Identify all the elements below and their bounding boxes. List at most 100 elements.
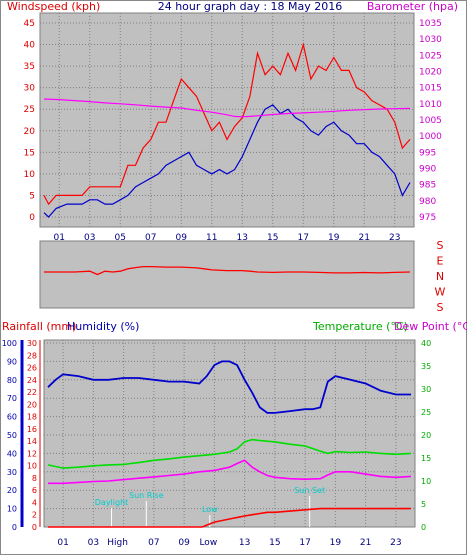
humidity-tick-label: 100 [2, 339, 17, 348]
humidity-tick-label: 30 [7, 468, 17, 477]
rainfall-tick-label: 10 [27, 462, 37, 471]
direction-tick-label: S [437, 301, 444, 314]
rainfall-tick-label: 0 [32, 523, 37, 532]
humidity-tick-label: 80 [7, 376, 17, 385]
humidity-axis-title: Humidity (%) [67, 320, 139, 333]
humidity-tick-label: 60 [7, 413, 17, 422]
wind-x-tick-label: 13 [237, 233, 248, 243]
annotation-label: Sun Rise [129, 491, 164, 500]
rain-x-tick-label: 03 [88, 538, 99, 548]
windspeed-tick-label: 5 [29, 191, 35, 201]
windspeed-tick-label: 35 [24, 62, 35, 72]
rain-x-overlay-label: Low [199, 538, 217, 548]
rainfall-tick-label: 8 [32, 474, 37, 483]
barometer-tick-label: 1030 [419, 35, 442, 45]
rain-x-tick-label: 09 [178, 538, 190, 548]
wind-x-tick-label: 03 [84, 233, 95, 243]
temperature-tick-label: 40 [421, 339, 431, 348]
wind-series-line [43, 98, 411, 118]
rain-x-tick-label: 19 [330, 538, 342, 548]
humidity-tick-label: 90 [7, 357, 17, 366]
rainfall-tick-label: 26 [27, 364, 37, 373]
direction-tick-label: E [437, 255, 444, 268]
barometer-tick-label: 1010 [419, 100, 442, 110]
barometer-tick-label: 1015 [419, 84, 442, 94]
annotation-label: Sun Set [294, 486, 325, 495]
direction-tick-label: S [437, 239, 444, 252]
wind-x-tick-label: 07 [145, 233, 156, 243]
rainfall-tick-label: 2 [32, 511, 37, 520]
rain-x-tick-label: 15 [269, 538, 280, 548]
rainfall-tick-label: 14 [27, 437, 37, 446]
windspeed-tick-label: 0 [29, 213, 35, 223]
humidity-tick-label: 10 [7, 505, 17, 514]
barometer-tick-label: 1035 [419, 19, 442, 29]
rain-x-tick-label: 23 [390, 538, 401, 548]
rainfall-tick-label: 22 [27, 388, 37, 397]
wind-x-tick-label: 23 [389, 233, 400, 243]
dewpoint-axis-title: Dew Point (°C) [394, 320, 467, 333]
windspeed-axis-title: Windspeed (kph) [7, 0, 100, 13]
windspeed-tick-label: 15 [24, 148, 35, 158]
barometer-tick-label: 990 [419, 165, 436, 175]
wind-x-tick-label: 21 [359, 233, 370, 243]
direction-tick-label: N [436, 270, 444, 283]
rainfall-tick-label: 4 [32, 498, 37, 507]
windspeed-tick-label: 20 [24, 127, 36, 137]
humidity-tick-label: 40 [7, 449, 17, 458]
rain-series-line [48, 459, 412, 485]
windspeed-tick-label: 40 [24, 41, 36, 51]
temperature-tick-label: 15 [421, 454, 431, 463]
wind-x-tick-label: 05 [115, 233, 126, 243]
annotation-label: Low [202, 505, 218, 514]
temperature-tick-label: 20 [421, 431, 431, 440]
wind-series-line [43, 104, 411, 218]
graph-title: 24 hour graph day : 18 May 2016 [158, 0, 343, 13]
rainfall-tick-label: 28 [27, 351, 37, 360]
temperature-tick-label: 10 [421, 477, 431, 486]
humidity-tick-label: 0 [12, 523, 17, 532]
barometer-tick-label: 980 [419, 197, 436, 207]
rain-series-line [47, 360, 411, 414]
temperature-tick-label: 25 [421, 408, 431, 417]
rainfall-tick-label: 6 [32, 486, 37, 495]
windspeed-tick-label: 10 [24, 170, 36, 180]
temperature-tick-label: 35 [421, 362, 431, 371]
annotation-label: Daylight [95, 498, 129, 507]
rain-x-tick-label: 01 [57, 538, 68, 548]
temperature-axis-title: Temperature (°C) [312, 320, 408, 333]
rain-x-tick-label: 21 [360, 538, 371, 548]
humidity-tick-label: 70 [7, 394, 17, 403]
direction-plot-area [39, 240, 415, 309]
rain-series-line [48, 507, 411, 528]
barometer-tick-label: 1025 [419, 51, 442, 61]
temperature-tick-label: 30 [421, 385, 431, 394]
rainfall-tick-label: 24 [27, 376, 37, 385]
barometer-tick-label: 985 [419, 181, 436, 191]
rainfall-tick-label: 12 [27, 449, 37, 458]
rain-series-line [47, 438, 412, 469]
wind-x-tick-label: 17 [298, 233, 309, 243]
wind-x-tick-label: 19 [328, 233, 340, 243]
humidity-tick-label: 50 [7, 431, 17, 440]
rain-x-tick-label: 07 [148, 538, 159, 548]
rainfall-axis-title: Rainfall (mm) [2, 320, 76, 333]
rain-x-tick-label: 17 [299, 538, 310, 548]
wind-x-tick-label: 15 [267, 233, 278, 243]
direction-series-line [44, 265, 411, 276]
rain-x-overlay-label: High [107, 538, 128, 548]
direction-tick-label: W [435, 286, 446, 299]
barometer-tick-label: 1000 [419, 132, 442, 142]
windspeed-tick-label: 45 [24, 19, 35, 29]
humidity-tick-label: 20 [7, 486, 17, 495]
wind-x-tick-label: 09 [176, 233, 188, 243]
barometer-tick-label: 1005 [419, 116, 442, 126]
rainfall-tick-label: 20 [27, 400, 37, 409]
barometer-tick-label: 995 [419, 148, 436, 158]
rainfall-tick-label: 30 [27, 339, 37, 348]
rainfall-tick-label: 16 [27, 425, 37, 434]
temperature-tick-label: 5 [421, 500, 426, 509]
wind-x-tick-label: 01 [54, 233, 65, 243]
rain-x-tick-label: 13 [239, 538, 250, 548]
